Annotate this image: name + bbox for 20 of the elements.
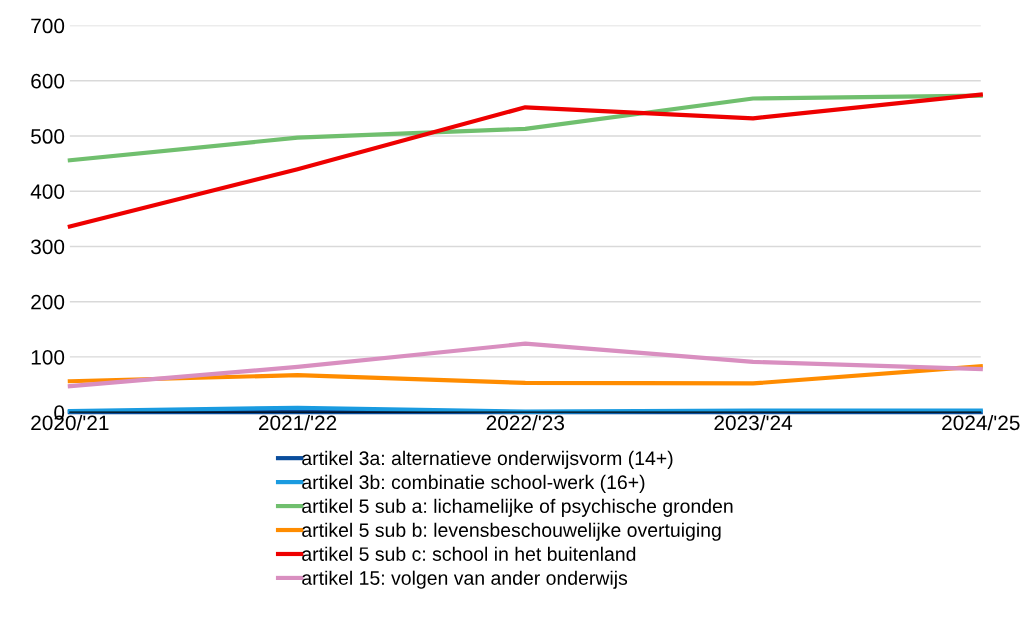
x-tick-label: 2023/'24 — [714, 414, 793, 431]
x-tick-label: 2021/'22 — [258, 414, 337, 431]
y-tick-label: 200 — [31, 294, 65, 310]
x-tick-label: 2024/'25 — [942, 414, 1020, 431]
legend-label: artikel 3a: alternatieve onderwijsvorm (14+) — [302, 450, 673, 469]
y-tick-label: 500 — [31, 129, 65, 144]
y-tick-label: 700 — [31, 18, 65, 34]
y-tick-label: 300 — [31, 239, 65, 255]
line-series — [67, 92, 983, 229]
line-series — [67, 341, 983, 389]
y-tick-label: 600 — [31, 73, 65, 89]
legend-label: artikel 5 sub b: levensbeschouwelijke overtuiging — [302, 522, 721, 541]
legend-label: artikel 15: volgen van ander onderwijs — [302, 570, 628, 589]
legend-label: artikel 5 sub a: lichamelijke of psychische gronden — [302, 498, 733, 517]
x-tick-label: 2022/'23 — [486, 414, 565, 431]
legend-label: artikel 3b: combinatie school-werk (16+) — [302, 474, 645, 493]
legend-label: artikel 5 sub c: school in het buitenland — [302, 546, 636, 561]
line-series — [67, 93, 983, 163]
y-tick-label: 100 — [31, 349, 65, 365]
y-tick-label: 400 — [30, 184, 65, 199]
